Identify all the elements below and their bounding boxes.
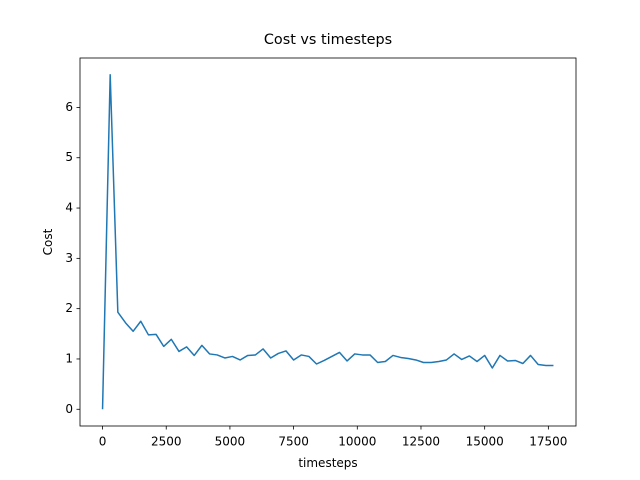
chart-title: Cost vs timesteps — [264, 32, 392, 48]
y-tick-label: 5 — [65, 150, 73, 164]
x-tick-label: 17500 — [529, 435, 567, 449]
y-axis-label: Cost — [41, 228, 55, 255]
y-tick-label: 4 — [65, 201, 73, 215]
x-axis-label: timesteps — [298, 456, 357, 470]
y-tick-label: 3 — [65, 251, 73, 265]
x-tick-label: 12500 — [402, 435, 440, 449]
x-tick-label: 10000 — [338, 435, 376, 449]
data-line — [101, 73, 554, 410]
y-tick-label: 2 — [65, 301, 73, 315]
x-tick-label: 2500 — [151, 435, 182, 449]
y-tick-label: 0 — [65, 402, 73, 416]
y-tick-label: 1 — [65, 351, 73, 365]
plot-frame — [79, 57, 577, 427]
x-tick-label: 15000 — [466, 435, 504, 449]
x-tick-label: 5000 — [215, 435, 246, 449]
y-tick-label: 6 — [65, 100, 73, 114]
x-tick-label: 7500 — [278, 435, 309, 449]
x-tick-label: 0 — [99, 435, 107, 449]
